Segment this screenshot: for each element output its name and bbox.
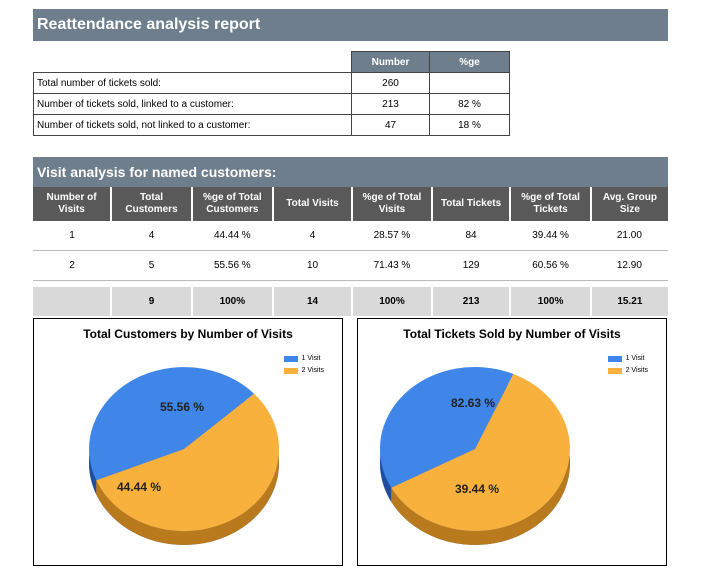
summary-row: Number of tickets sold, linked to a cust… xyxy=(33,93,510,115)
visit-header-cell: Total Visits xyxy=(272,187,354,221)
visit-table: Number of Visits Total Customers %ge of … xyxy=(33,187,668,316)
table-cell: 1 xyxy=(33,221,112,251)
pie-side xyxy=(380,453,392,502)
tickets-pie-chart: 39.44 % 82.63 % Total Tickets Sold by Num… xyxy=(357,318,667,566)
table-cell: 71.43 % xyxy=(352,250,432,281)
legend-item: 1 Visit xyxy=(283,355,324,362)
pie-data-label: 55.56 % xyxy=(160,400,204,414)
summary-row-pct xyxy=(429,72,510,94)
legend-swatch xyxy=(283,355,298,362)
total-cell: 213 xyxy=(431,287,512,316)
report-title: Reattendance analysis report xyxy=(33,9,668,41)
total-cell: 100% xyxy=(191,287,274,316)
summary-header-pct: %ge xyxy=(429,51,510,73)
pie-slice xyxy=(96,393,280,532)
summary-header-row: Number %ge xyxy=(34,51,510,73)
tickets-pie-svg: 39.44 % 82.63 % xyxy=(379,366,570,545)
chart-legend: 1 Visit 2 Visits xyxy=(607,355,648,379)
summary-row-pct: 18 % xyxy=(429,114,510,136)
legend-label: 2 Visits xyxy=(625,367,648,374)
legend-label: 1 Visit xyxy=(625,355,645,362)
table-cell: 55.56 % xyxy=(191,250,273,281)
visit-header-cell: %ge of Total Tickets xyxy=(510,187,592,221)
total-cell: 15.21 xyxy=(590,287,668,316)
summary-header-blank xyxy=(34,52,352,73)
table-cell: 28.57 % xyxy=(352,221,432,251)
table-cell: 2 xyxy=(33,250,112,281)
visit-header-cell: Total Customers xyxy=(111,187,193,221)
legend-label: 1 Visit xyxy=(301,355,321,362)
visit-header-row: Number of Visits Total Customers %ge of … xyxy=(33,187,668,221)
summary-header-number: Number xyxy=(351,51,430,73)
pie-slice xyxy=(89,367,255,481)
summary-row: Total number of tickets sold: 260 xyxy=(33,72,510,94)
summary-row-pct: 82 % xyxy=(429,93,510,115)
visit-header-cell: Number of Visits xyxy=(33,187,113,221)
customers-pie-chart: 44.44 % 55.56 % Total Customers by Number… xyxy=(33,318,343,566)
pie-side xyxy=(391,455,570,545)
pie-side xyxy=(96,452,279,545)
table-cell: 129 xyxy=(431,250,511,281)
summary-row-label: Number of tickets sold, linked to a cust… xyxy=(33,93,352,115)
summary-row-number: 260 xyxy=(351,72,430,94)
legend-item: 1 Visit xyxy=(607,355,648,362)
table-cell: 4 xyxy=(111,221,192,251)
table-cell: 21.00 xyxy=(590,221,668,251)
legend-item: 2 Visits xyxy=(283,367,324,374)
table-cell: 5 xyxy=(111,250,192,281)
total-cell: 100% xyxy=(352,287,433,316)
chart-legend: 1 Visit 2 Visits xyxy=(283,355,324,379)
chart-title: Total Customers by Number of Visits xyxy=(83,327,293,341)
legend-item: 2 Visits xyxy=(607,367,648,374)
table-row: 1 4 44.44 % 4 28.57 % 84 39.44 % 21.00 xyxy=(33,221,668,251)
total-cell: 100% xyxy=(510,287,592,316)
summary-row-label: Total number of tickets sold: xyxy=(33,72,352,94)
visit-section-title: Visit analysis for named customers: xyxy=(33,157,668,187)
summary-row-number: 47 xyxy=(351,114,430,136)
pie-data-label: 39.44 % xyxy=(455,482,499,496)
customers-pie-svg: 44.44 % 55.56 % xyxy=(89,367,280,545)
summary-row: Number of tickets sold, not linked to a … xyxy=(33,114,510,136)
chart-title: Total Tickets Sold by Number of Visits xyxy=(403,327,621,341)
table-cell: 60.56 % xyxy=(510,250,591,281)
table-cell: 4 xyxy=(272,221,353,251)
summary-table: Number %ge Total number of tickets sold:… xyxy=(33,51,510,136)
visit-header-cell: Avg. Group Size xyxy=(590,187,668,221)
pie-data-label: 82.63 % xyxy=(451,396,495,410)
table-cell: 12.90 xyxy=(590,250,668,281)
pie-side xyxy=(89,452,97,495)
visit-header-cell: Total Tickets xyxy=(431,187,512,221)
table-cell: 44.44 % xyxy=(191,221,273,251)
summary-row-label: Number of tickets sold, not linked to a … xyxy=(33,114,352,136)
pie-slice xyxy=(391,374,570,531)
legend-swatch xyxy=(283,367,298,374)
table-row: 2 5 55.56 % 10 71.43 % 129 60.56 % 12.90 xyxy=(33,250,668,281)
visit-header-cell: %ge of Total Visits xyxy=(352,187,433,221)
legend-label: 2 Visits xyxy=(301,367,324,374)
legend-swatch xyxy=(607,367,622,374)
table-cell: 10 xyxy=(272,250,353,281)
table-cell: 39.44 % xyxy=(510,221,591,251)
table-cell: 84 xyxy=(431,221,511,251)
summary-row-number: 213 xyxy=(351,93,430,115)
total-cell: 9 xyxy=(111,287,193,316)
total-cell xyxy=(33,287,113,316)
pie-slice xyxy=(379,366,514,488)
pie-data-label: 44.44 % xyxy=(117,480,161,494)
total-row: 9 100% 14 100% 213 100% 15.21 xyxy=(33,287,668,316)
total-cell: 14 xyxy=(272,287,354,316)
legend-swatch xyxy=(607,355,622,362)
visit-header-cell: %ge of Total Customers xyxy=(191,187,274,221)
